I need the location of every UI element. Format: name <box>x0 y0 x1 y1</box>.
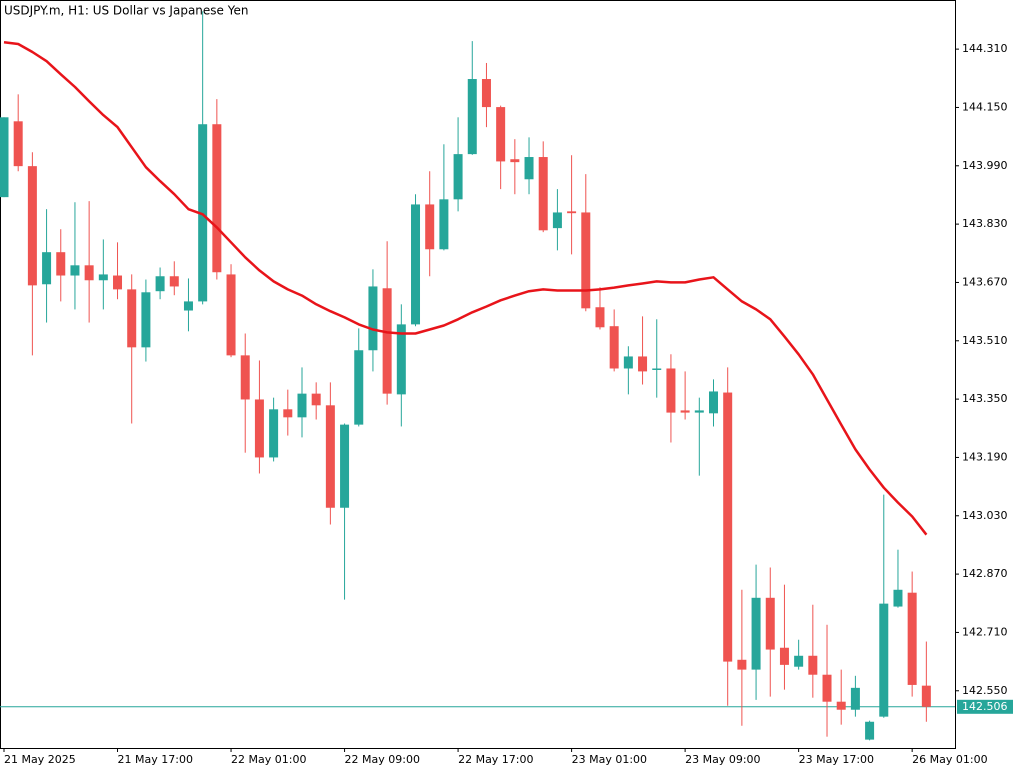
candle-body <box>751 597 761 670</box>
candle-body <box>822 674 832 702</box>
candle-body <box>425 204 435 250</box>
moving-average-line <box>3 40 928 536</box>
y-tick-label: 142.870 <box>962 567 1008 580</box>
candle-body <box>921 685 931 707</box>
candle-body <box>212 124 222 273</box>
candle-body <box>638 356 648 372</box>
current-price-tag <box>957 699 1013 714</box>
candle-body <box>42 252 52 285</box>
candle-body <box>198 124 208 302</box>
candle-body <box>808 655 818 675</box>
y-tick-label: 143.990 <box>962 159 1008 172</box>
candle-body <box>723 392 733 662</box>
candle-body <box>382 288 392 394</box>
candle-body <box>567 211 577 214</box>
candle-body <box>595 307 605 328</box>
candle-body <box>254 399 264 458</box>
candle-body <box>183 301 193 311</box>
candle-body <box>836 701 846 710</box>
x-tick-label: 23 May 09:00 <box>685 753 760 766</box>
candle-body <box>141 292 151 348</box>
candle-body <box>113 275 123 290</box>
candle-body <box>893 589 903 607</box>
y-tick-label: 143.670 <box>962 275 1008 288</box>
candle-body <box>56 252 66 276</box>
candle-body <box>98 274 108 281</box>
candle-body <box>283 409 293 418</box>
candle-body <box>311 393 321 406</box>
x-tick-label: 21 May 17:00 <box>118 753 193 766</box>
candle-body <box>538 157 548 231</box>
y-tick-label: 143.030 <box>962 509 1008 522</box>
candle-body <box>879 603 889 717</box>
candle-body <box>765 597 775 650</box>
candle-body <box>70 265 80 276</box>
candle-body <box>779 647 789 665</box>
y-tick-label: 144.310 <box>962 42 1008 55</box>
x-tick-label: 22 May 09:00 <box>345 753 420 766</box>
candle-body <box>453 154 463 200</box>
candle-body <box>155 276 165 292</box>
candle-body <box>496 107 506 162</box>
candle-body <box>13 121 23 167</box>
candle-body <box>169 276 179 287</box>
x-tick-label: 22 May 01:00 <box>231 753 306 766</box>
candle-body <box>694 410 704 413</box>
y-tick-label: 142.550 <box>962 684 1008 697</box>
candle-body <box>467 79 477 155</box>
candle-body <box>623 356 633 369</box>
x-tick-label: 26 May 01:00 <box>912 753 987 766</box>
x-tick-label: 23 May 01:00 <box>572 753 647 766</box>
candle-body <box>84 265 94 281</box>
candle-body <box>680 410 690 413</box>
candle-body <box>609 326 619 369</box>
candle-body <box>226 274 236 356</box>
candle-body <box>794 655 804 667</box>
x-tick-label: 21 May 2025 <box>4 753 76 766</box>
y-tick-label: 143.830 <box>962 217 1008 230</box>
candle-body <box>481 79 491 108</box>
candle-body <box>439 199 449 250</box>
candle-body <box>297 393 307 418</box>
chart-title: USDJPY.m, H1: US Dollar vs Japanese Yen <box>4 4 248 18</box>
candle-body <box>737 659 747 670</box>
candle-body <box>325 405 335 508</box>
candle-body <box>269 409 279 458</box>
candle-body <box>850 687 860 710</box>
candle-body <box>510 159 520 163</box>
candle-body <box>581 212 591 309</box>
candle-body <box>368 286 378 351</box>
y-tick-label: 143.510 <box>962 334 1008 347</box>
y-tick-label: 144.150 <box>962 100 1008 113</box>
candle-body <box>127 289 137 348</box>
candle-body <box>354 350 364 425</box>
candle-body <box>396 324 406 395</box>
y-tick-label: 142.710 <box>962 625 1008 638</box>
current-price-label: 142.506 <box>962 700 1008 713</box>
candle-body <box>27 166 37 286</box>
candle-body <box>666 368 676 413</box>
candle-body <box>709 391 718 414</box>
candle-body <box>340 424 350 508</box>
candle-body <box>411 204 421 325</box>
y-tick-label: 143.190 <box>962 450 1008 463</box>
candle-body <box>0 117 9 198</box>
candle-body <box>907 592 917 685</box>
candle-body <box>865 721 875 740</box>
candle-body <box>652 368 662 370</box>
x-tick-label: 23 May 17:00 <box>799 753 874 766</box>
candle-body <box>552 212 562 229</box>
plot-frame <box>0 0 956 749</box>
x-tick-label: 22 May 17:00 <box>458 753 533 766</box>
candle-body <box>240 355 250 400</box>
y-tick-label: 143.350 <box>962 392 1008 405</box>
candle-body <box>524 157 534 180</box>
